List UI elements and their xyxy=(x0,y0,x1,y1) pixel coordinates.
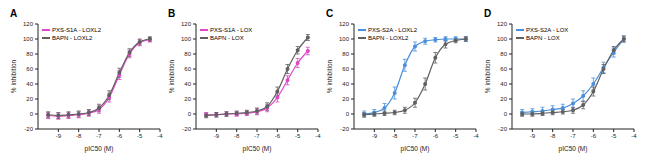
svg-text:-20: -20 xyxy=(340,126,349,132)
svg-text:-4: -4 xyxy=(157,133,163,139)
svg-text:% inhibition: % inhibition xyxy=(484,59,491,93)
html-text:PXS-S1A - LOXL2: PXS-S1A - LOXL2 xyxy=(52,27,101,33)
svg-text:20: 20 xyxy=(500,96,507,102)
svg-text:100: 100 xyxy=(181,36,192,42)
html-text:BAPN - LOX: BAPN - LOX xyxy=(526,35,560,41)
svg-text:60: 60 xyxy=(184,66,191,72)
svg-text:100: 100 xyxy=(23,36,34,42)
svg-text:% inhibition: % inhibition xyxy=(10,59,17,93)
svg-text:-20: -20 xyxy=(24,126,33,132)
svg-text:0: 0 xyxy=(188,111,192,117)
svg-text:-9: -9 xyxy=(214,133,220,139)
svg-text:-8: -8 xyxy=(234,133,240,139)
svg-text:100: 100 xyxy=(339,36,350,42)
svg-text:-8: -8 xyxy=(550,133,556,139)
svg-text:120: 120 xyxy=(181,21,192,27)
svg-text:120: 120 xyxy=(23,21,34,27)
svg-text:-8: -8 xyxy=(76,133,82,139)
svg-text:40: 40 xyxy=(342,81,349,87)
svg-text:-4: -4 xyxy=(631,133,637,139)
svg-text:-5: -5 xyxy=(453,133,459,139)
svg-text:-4: -4 xyxy=(315,133,321,139)
svg-text:60: 60 xyxy=(26,66,33,72)
html-text:PXS-S2A - LOXL2: PXS-S2A - LOXL2 xyxy=(368,27,417,33)
svg-text:-6: -6 xyxy=(591,133,597,139)
svg-text:pIC50 (M): pIC50 (M) xyxy=(243,145,272,153)
svg-text:80: 80 xyxy=(184,51,191,57)
svg-text:pIC50 (M): pIC50 (M) xyxy=(401,145,430,153)
html-text:BAPN - LOX: BAPN - LOX xyxy=(210,35,244,41)
html-text:D: D xyxy=(484,8,492,19)
svg-text:120: 120 xyxy=(339,21,350,27)
svg-text:pIC50 (M): pIC50 (M) xyxy=(85,145,114,153)
svg-text:% inhibition: % inhibition xyxy=(168,59,175,93)
svg-text:80: 80 xyxy=(500,51,507,57)
svg-text:0: 0 xyxy=(30,111,34,117)
svg-text:60: 60 xyxy=(342,66,349,72)
svg-text:-6: -6 xyxy=(275,133,281,139)
svg-text:-5: -5 xyxy=(295,133,301,139)
svg-text:-7: -7 xyxy=(412,133,418,139)
svg-text:40: 40 xyxy=(500,81,507,87)
svg-text:20: 20 xyxy=(26,96,33,102)
svg-text:60: 60 xyxy=(500,66,507,72)
svg-text:-8: -8 xyxy=(392,133,398,139)
svg-text:-9: -9 xyxy=(372,133,378,139)
svg-text:-7: -7 xyxy=(96,133,102,139)
svg-text:0: 0 xyxy=(504,111,508,117)
svg-text:40: 40 xyxy=(26,81,33,87)
svg-text:% inhibition: % inhibition xyxy=(326,59,333,93)
svg-text:80: 80 xyxy=(26,51,33,57)
html-text:A: A xyxy=(10,8,18,19)
svg-text:-5: -5 xyxy=(611,133,617,139)
svg-text:-5: -5 xyxy=(137,133,143,139)
svg-text:20: 20 xyxy=(342,96,349,102)
svg-text:-20: -20 xyxy=(498,126,507,132)
svg-text:0: 0 xyxy=(346,111,350,117)
html-text:PXS-S1A - LOX: PXS-S1A - LOX xyxy=(210,27,253,33)
svg-text:100: 100 xyxy=(497,36,508,42)
svg-text:-9: -9 xyxy=(56,133,62,139)
svg-text:pIC50 (M): pIC50 (M) xyxy=(559,145,588,153)
svg-text:-9: -9 xyxy=(530,133,536,139)
svg-text:-7: -7 xyxy=(570,133,576,139)
html-text:BAPN - LOXL2: BAPN - LOXL2 xyxy=(52,35,93,41)
svg-text:120: 120 xyxy=(497,21,508,27)
svg-text:80: 80 xyxy=(342,51,349,57)
svg-text:-6: -6 xyxy=(433,133,439,139)
svg-text:-20: -20 xyxy=(182,126,191,132)
svg-text:-4: -4 xyxy=(473,133,479,139)
html-text:C: C xyxy=(326,8,334,19)
svg-text:20: 20 xyxy=(184,96,191,102)
svg-text:40: 40 xyxy=(184,81,191,87)
html-text:BAPN - LOXL2: BAPN - LOXL2 xyxy=(368,35,409,41)
svg-text:-6: -6 xyxy=(117,133,123,139)
html-text:B: B xyxy=(168,8,176,19)
html-text:PXS-S2A - LOX: PXS-S2A - LOX xyxy=(526,27,569,33)
svg-text:-7: -7 xyxy=(254,133,260,139)
